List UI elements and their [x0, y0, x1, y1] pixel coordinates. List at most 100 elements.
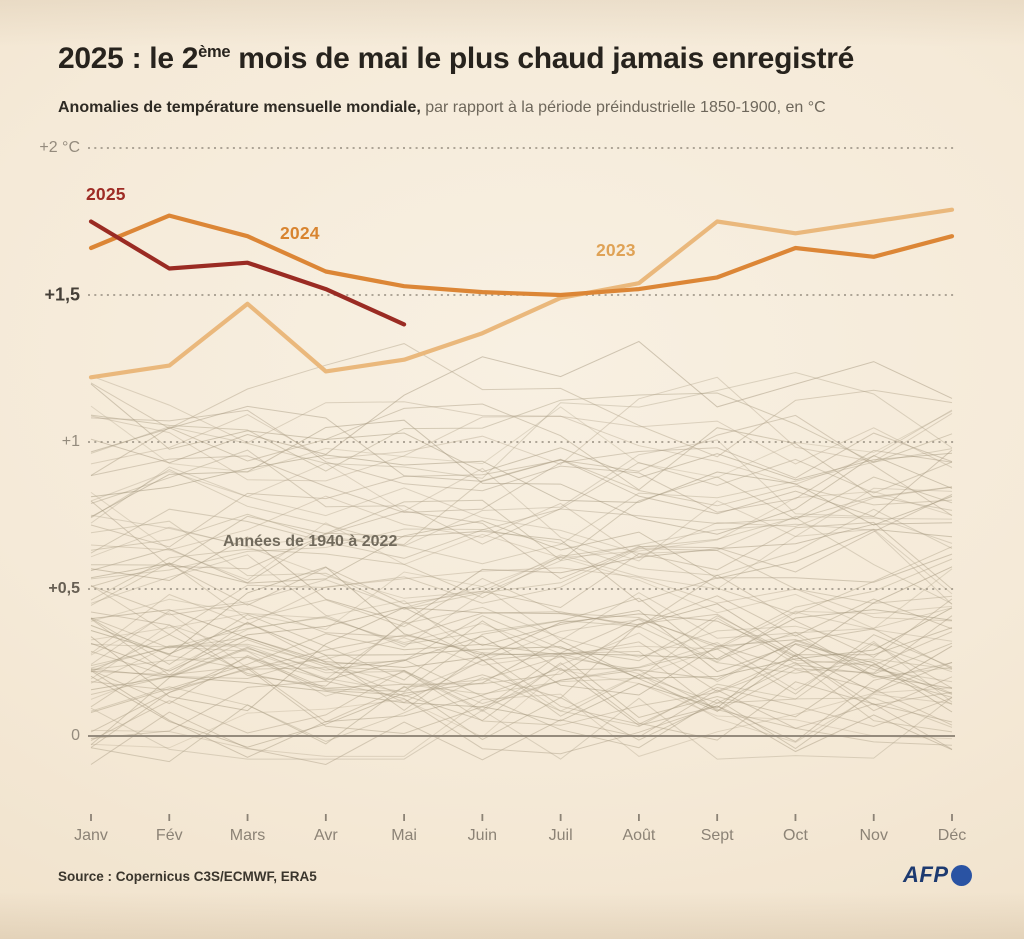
- year-line-1945: [90, 627, 953, 748]
- year-line-1995: [90, 522, 953, 623]
- series-label-2023: 2023: [596, 240, 636, 260]
- year-line-2011: [90, 405, 953, 518]
- year-line-1976: [90, 567, 953, 654]
- year-line-2000: [90, 486, 953, 558]
- year-line-1948: [90, 600, 953, 712]
- title-superscript: ème: [198, 43, 231, 61]
- year-line-1958: [90, 634, 953, 728]
- year-line-1975: [90, 632, 953, 712]
- year-line-2016: [90, 392, 953, 472]
- x-axis-label-janv: Janv: [74, 827, 108, 844]
- year-line-2009: [90, 419, 953, 535]
- year-line-1967: [90, 615, 953, 706]
- year-line-1957: [90, 606, 953, 680]
- year-line-2017: [90, 432, 953, 514]
- year-line-1992: [90, 517, 953, 610]
- year-line-2001: [90, 508, 953, 580]
- year-line-1991: [90, 494, 953, 580]
- year-line-1973: [90, 611, 953, 687]
- year-line-1963: [90, 603, 953, 693]
- year-line-1988: [90, 547, 953, 635]
- year-line-1987: [90, 558, 953, 648]
- background-years-lines: [90, 340, 953, 766]
- y-axis-label-1: +1: [61, 433, 80, 450]
- year-line-1968: [90, 614, 953, 695]
- year-line-2012: [90, 414, 953, 548]
- year-line-2013: [90, 409, 953, 513]
- year-line-2004: [90, 458, 953, 551]
- year-line-1953: [90, 662, 953, 755]
- x-axis-label-nov: Nov: [859, 827, 888, 844]
- year-line-1983: [90, 566, 953, 660]
- year-line-1956: [90, 677, 953, 743]
- title-text: 2025 : le 2: [58, 42, 199, 75]
- year-line-1978: [90, 613, 953, 699]
- x-axis-label-juin: Juin: [467, 827, 498, 844]
- year-line-1952: [90, 650, 953, 741]
- year-line-1984: [90, 574, 953, 658]
- background-years-annotation: Années de 1940 à 2022: [223, 533, 398, 550]
- year-line-1940: [90, 641, 953, 723]
- page-title: 2025 : le 2ème mois de mai le plus chaud…: [58, 42, 988, 77]
- y-axis-label-0: 0: [71, 727, 80, 744]
- x-axis-label-mai: Mai: [391, 827, 417, 844]
- year-line-1994: [90, 526, 953, 599]
- year-series-lines: [88, 207, 955, 380]
- afp-logo: AFP: [903, 862, 972, 888]
- x-axis-label-août: Août: [622, 827, 656, 844]
- year-line-2019: [90, 340, 953, 464]
- year-line-1993: [90, 520, 953, 584]
- afp-globe-icon: [950, 864, 972, 886]
- chart-subtitle-bold: Anomalies de température mensuelle mondi…: [58, 99, 421, 116]
- year-line-1965: [90, 607, 953, 679]
- year-line-2015: [90, 383, 953, 481]
- year-line-1954: [90, 639, 953, 733]
- year-line-1999: [90, 449, 953, 545]
- year-line-1986: [90, 521, 953, 609]
- x-axis-label-avr: Avr: [313, 827, 338, 844]
- title-text-rest: mois de mai le plus chaud jamais enregis…: [230, 42, 854, 75]
- year-line-2003: [90, 439, 953, 547]
- year-line-1946: [90, 633, 953, 719]
- chart-subtitle: Anomalies de température mensuelle mondi…: [58, 99, 998, 117]
- year-line-1989: [90, 530, 953, 603]
- year-line-1961: [90, 606, 953, 712]
- x-axis-label-juil: Juil: [548, 827, 573, 844]
- x-axis-label-sept: Sept: [700, 827, 734, 844]
- year-line-2010: [90, 403, 953, 498]
- year-line-1964: [90, 612, 953, 743]
- year-line-1972: [90, 597, 953, 698]
- series-line-2025: [88, 219, 407, 327]
- y-axis-label-2: +2 °C: [39, 139, 80, 156]
- year-line-1996: [90, 476, 953, 566]
- x-axis-tick-marks: [90, 814, 953, 821]
- year-line-2022: [90, 376, 953, 465]
- x-axis-label-déc: Déc: [937, 827, 967, 844]
- year-line-1944: [90, 669, 953, 749]
- year-line-2008: [90, 415, 953, 482]
- year-line-1980: [90, 611, 953, 693]
- y-axis-label-0-5: +0,5: [48, 580, 80, 597]
- year-line-1997: [90, 495, 953, 559]
- year-line-1947: [90, 696, 953, 760]
- year-line-1941: [90, 689, 953, 766]
- series-label-2025: 2025: [86, 184, 126, 204]
- year-line-2005: [90, 454, 953, 526]
- year-line-1971: [90, 566, 953, 669]
- x-axis-label-mars: Mars: [229, 827, 266, 844]
- year-line-1970: [90, 595, 953, 705]
- year-line-2014: [90, 375, 953, 485]
- series-label-2024: 2024: [280, 223, 320, 243]
- year-line-1950: [90, 687, 953, 757]
- year-line-1943: [90, 648, 953, 750]
- source-credit: Source : Copernicus C3S/ECMWF, ERA5: [58, 869, 317, 884]
- year-line-1985: [90, 523, 953, 648]
- year-line-2007: [90, 448, 953, 565]
- afp-logo-text: AFP: [903, 862, 949, 887]
- year-line-1977: [90, 635, 953, 696]
- series-line-2024: [88, 213, 955, 298]
- year-line-1969: [90, 642, 953, 722]
